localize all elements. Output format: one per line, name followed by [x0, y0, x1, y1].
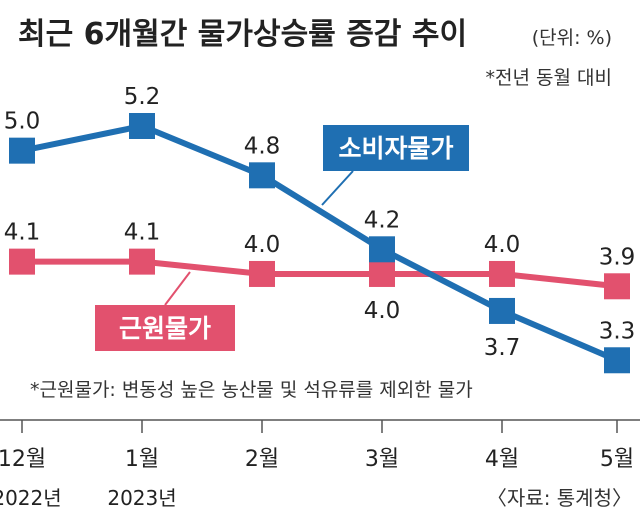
- x-tick-label: 5월: [600, 447, 634, 472]
- series-name-box: [323, 125, 469, 171]
- data-label: 4.2: [364, 207, 401, 233]
- data-point-core: [489, 260, 515, 287]
- x-tick-label: 12월: [0, 447, 46, 472]
- data-label: 5.2: [124, 84, 161, 110]
- data-point-cpi: [489, 297, 515, 324]
- source-label: 〈자료: 통계청〉: [487, 486, 632, 510]
- data-label: 4.1: [4, 220, 41, 246]
- series-line-cpi: [21, 123, 619, 364]
- chart-subtitle: *전년 동월 대비: [486, 67, 612, 89]
- data-label: 3.7: [484, 335, 521, 361]
- data-label: 3.9: [599, 244, 636, 270]
- x-year-label: 2023년: [107, 486, 176, 510]
- data-point-cpi: [9, 137, 35, 164]
- unit-label: (단위: %): [532, 27, 612, 49]
- data-label: 4.1: [124, 220, 161, 246]
- footnote: *근원물가: 변동성 높은 농산물 및 석유류를 제외한 물가: [30, 379, 473, 401]
- x-tick-label: 1월: [125, 447, 159, 472]
- series-callout-line: [164, 271, 191, 306]
- series-name-label: 소비자물가: [338, 134, 453, 163]
- data-label: 3.3: [599, 318, 636, 344]
- data-label: 4.8: [244, 133, 281, 159]
- data-point-core: [129, 248, 155, 275]
- data-point-cpi: [249, 162, 275, 189]
- series-name-label: 근원물가: [119, 314, 211, 343]
- data-point-core: [369, 260, 395, 287]
- data-label: 4.0: [244, 232, 281, 258]
- series-name-box: [95, 305, 235, 351]
- series-line-core: [22, 258, 618, 290]
- data-point-cpi: [369, 236, 395, 263]
- x-tick-label: 2월: [245, 447, 279, 472]
- data-point-core: [604, 273, 630, 300]
- x-tick-label: 4월: [485, 447, 519, 472]
- data-point-core: [249, 260, 275, 287]
- data-label: 4.0: [364, 298, 401, 324]
- data-label: 4.0: [484, 232, 521, 258]
- data-point-cpi: [129, 113, 155, 139]
- x-year-label: 2022년: [0, 486, 62, 510]
- data-point-core: [9, 248, 35, 275]
- chart-title: 최근 6개월간 물가상승률 증감 추이: [18, 17, 467, 52]
- data-point-cpi: [604, 347, 630, 374]
- series-callout-line: [321, 170, 354, 206]
- x-tick-label: 3월: [365, 447, 399, 472]
- data-label: 5.0: [4, 109, 41, 135]
